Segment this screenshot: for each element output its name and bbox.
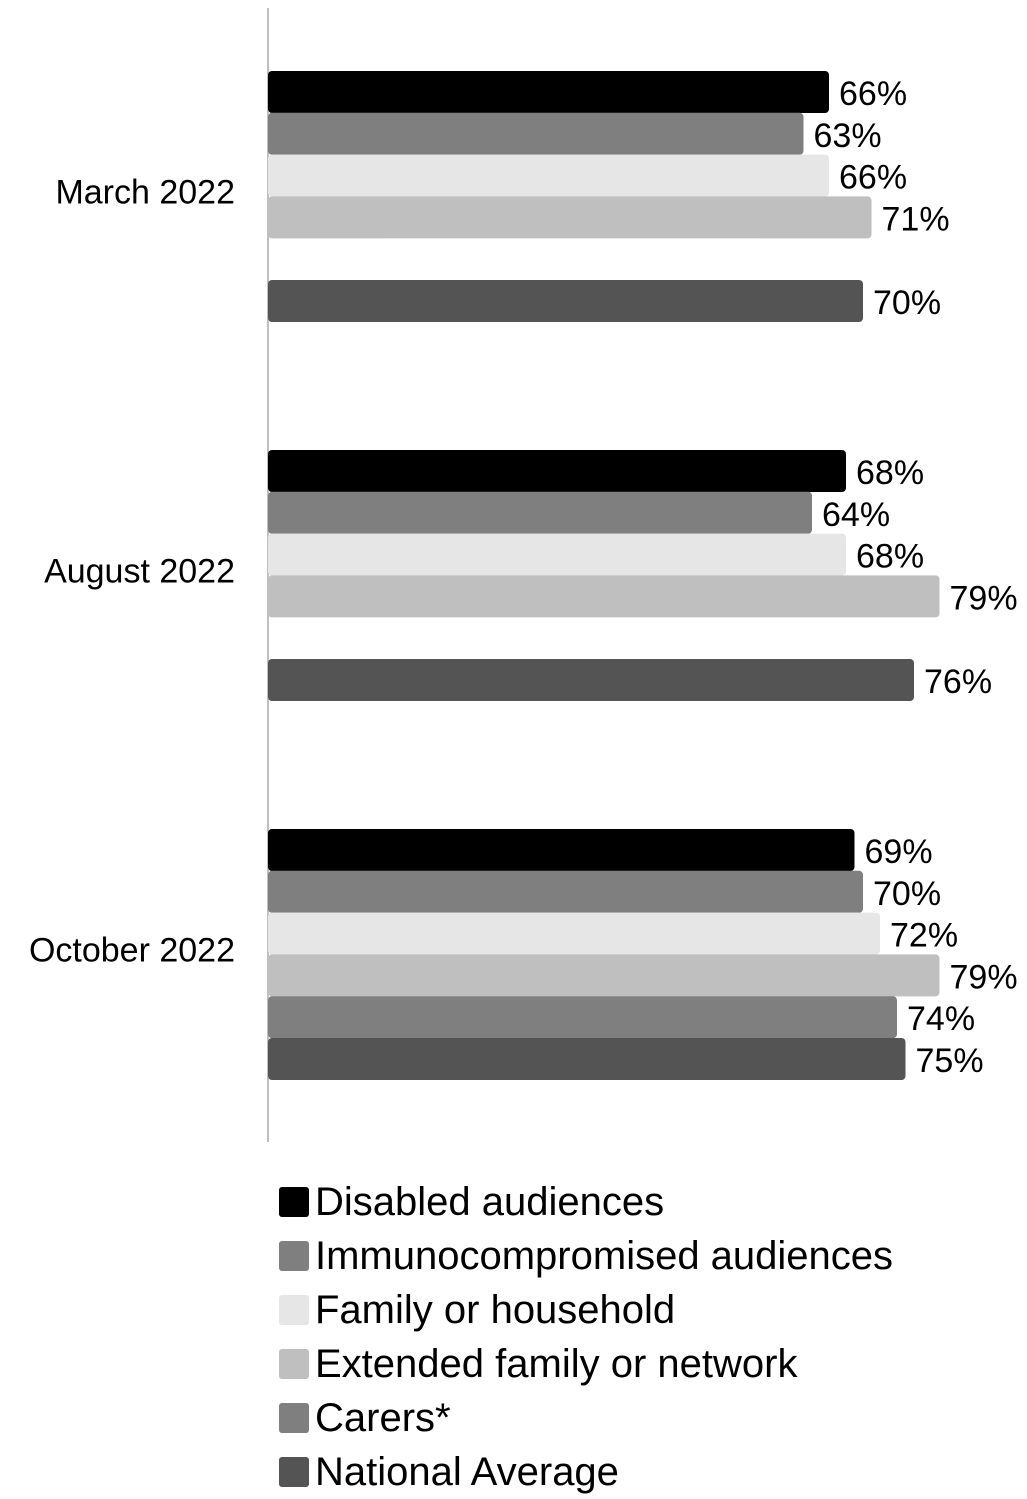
bar (268, 280, 863, 322)
category-label: August 2022 (44, 552, 235, 590)
legend-swatch (279, 1349, 309, 1379)
data-label: 68% (856, 454, 924, 492)
legend-swatch (279, 1403, 309, 1433)
legend-swatch (279, 1187, 309, 1217)
bar (268, 829, 855, 871)
bar (268, 954, 940, 997)
legend-item: Carers* (279, 1391, 893, 1445)
data-label: 70% (873, 875, 941, 913)
data-label: 76% (924, 663, 992, 701)
bar (268, 912, 880, 955)
value-labels: 66%63%66%71%70%68%64%68%79%76%69%70%72%7… (814, 75, 1018, 1080)
data-label: 79% (950, 958, 1018, 996)
data-label: 66% (839, 75, 907, 113)
legend-item: Immunocompromised audiences (279, 1229, 893, 1283)
legend-label: Disabled audiences (315, 1180, 665, 1224)
data-label: 75% (916, 1042, 984, 1080)
bar (268, 870, 863, 913)
data-label: 74% (907, 1000, 975, 1038)
data-label: 64% (822, 496, 890, 534)
bars (268, 71, 940, 1080)
legend-item: Disabled audiences (279, 1175, 893, 1229)
bar (268, 659, 914, 701)
bar (268, 112, 804, 155)
bar (268, 1038, 906, 1080)
data-label: 70% (873, 284, 941, 322)
bar (268, 491, 812, 534)
data-label: 68% (856, 538, 924, 576)
legend-swatch (279, 1295, 309, 1325)
legend-label: Immunocompromised audiences (315, 1234, 894, 1278)
legend-label: Extended family or network (315, 1342, 798, 1386)
legend-item: National Average (279, 1445, 893, 1499)
legend-swatch (279, 1457, 309, 1487)
data-label: 71% (882, 200, 950, 238)
bar (268, 154, 829, 197)
data-label: 79% (950, 579, 1018, 617)
legend: Disabled audiences Immunocompromised audi… (279, 1175, 893, 1499)
bar (268, 71, 829, 113)
category-label: October 2022 (29, 931, 235, 969)
category-label: March 2022 (55, 173, 235, 211)
bar (268, 533, 846, 576)
data-label: 63% (814, 117, 882, 155)
data-label: 66% (839, 159, 907, 197)
data-label: 72% (890, 917, 958, 955)
legend-label: National Average (315, 1450, 619, 1494)
legend-item: Family or household (279, 1283, 893, 1337)
bar (268, 996, 897, 1039)
legend-item: Extended family or network (279, 1337, 893, 1391)
bar (268, 575, 940, 618)
bar-chart: March 2022 August 2022 October 2022 66% 63%… (29, 8, 1018, 1142)
legend-label: Carers* (315, 1396, 451, 1440)
bar (268, 196, 872, 239)
bar (268, 450, 846, 492)
data-label: 69% (865, 833, 933, 871)
category-labels: March 2022 August 2022 October 2022 (29, 173, 235, 969)
legend-swatch (279, 1241, 309, 1271)
legend-label: Family or household (315, 1288, 676, 1332)
